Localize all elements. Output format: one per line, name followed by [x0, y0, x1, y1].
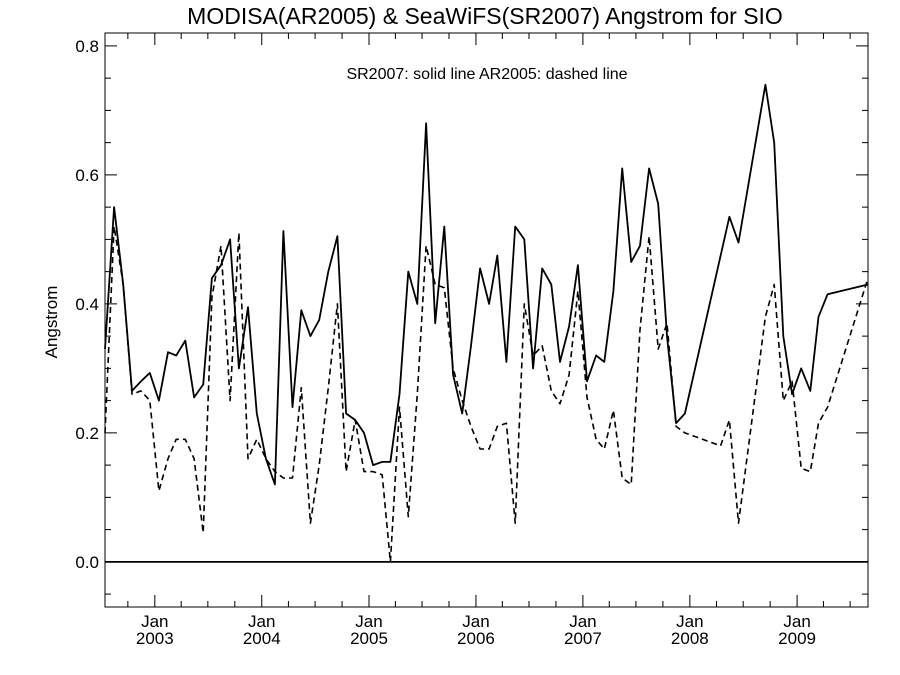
chart-annotation: SR2007: solid line AR2005: dashed line [346, 66, 627, 83]
x-axis-ticks: Jan2003Jan2004Jan2005Jan2006Jan2007Jan20… [127, 33, 851, 648]
series-line-sr2007 [104, 83, 869, 486]
y-axis-label: Angstrom [42, 286, 61, 359]
x-tick-month-0: Jan [141, 612, 168, 631]
x-tick-year-3: 2006 [457, 629, 495, 648]
chart-title: MODISA(AR2005) & SeaWiFS(SR2007) Angstro… [187, 3, 783, 29]
x-tick-year-4: 2007 [564, 629, 602, 648]
x-tick-month-3: Jan [462, 612, 489, 631]
y-tick-label-2: 0.4 [75, 295, 99, 314]
series-line-ar2005 [104, 225, 869, 563]
x-tick-month-5: Jan [676, 612, 703, 631]
y-axis-ticks: 0.0 0.2 0.4 0.6 0.8 [75, 37, 868, 595]
y-tick-label-3: 0.6 [75, 166, 99, 185]
x-tick-month-2: Jan [355, 612, 382, 631]
y-tick-label-4: 0.8 [75, 37, 99, 56]
y-tick-label-1: 0.2 [75, 424, 99, 443]
x-tick-year-6: 2009 [778, 629, 816, 648]
series-layer [104, 83, 869, 563]
x-tick-month-4: Jan [569, 612, 596, 631]
x-tick-year-0: 2003 [136, 629, 174, 648]
x-tick-year-1: 2004 [243, 629, 281, 648]
x-tick-year-5: 2008 [671, 629, 709, 648]
plot-frame [104, 32, 869, 608]
y-tick-label-0: 0.0 [75, 553, 99, 572]
x-tick-year-2: 2005 [350, 629, 388, 648]
x-tick-month-1: Jan [248, 612, 275, 631]
x-tick-month-6: Jan [783, 612, 810, 631]
